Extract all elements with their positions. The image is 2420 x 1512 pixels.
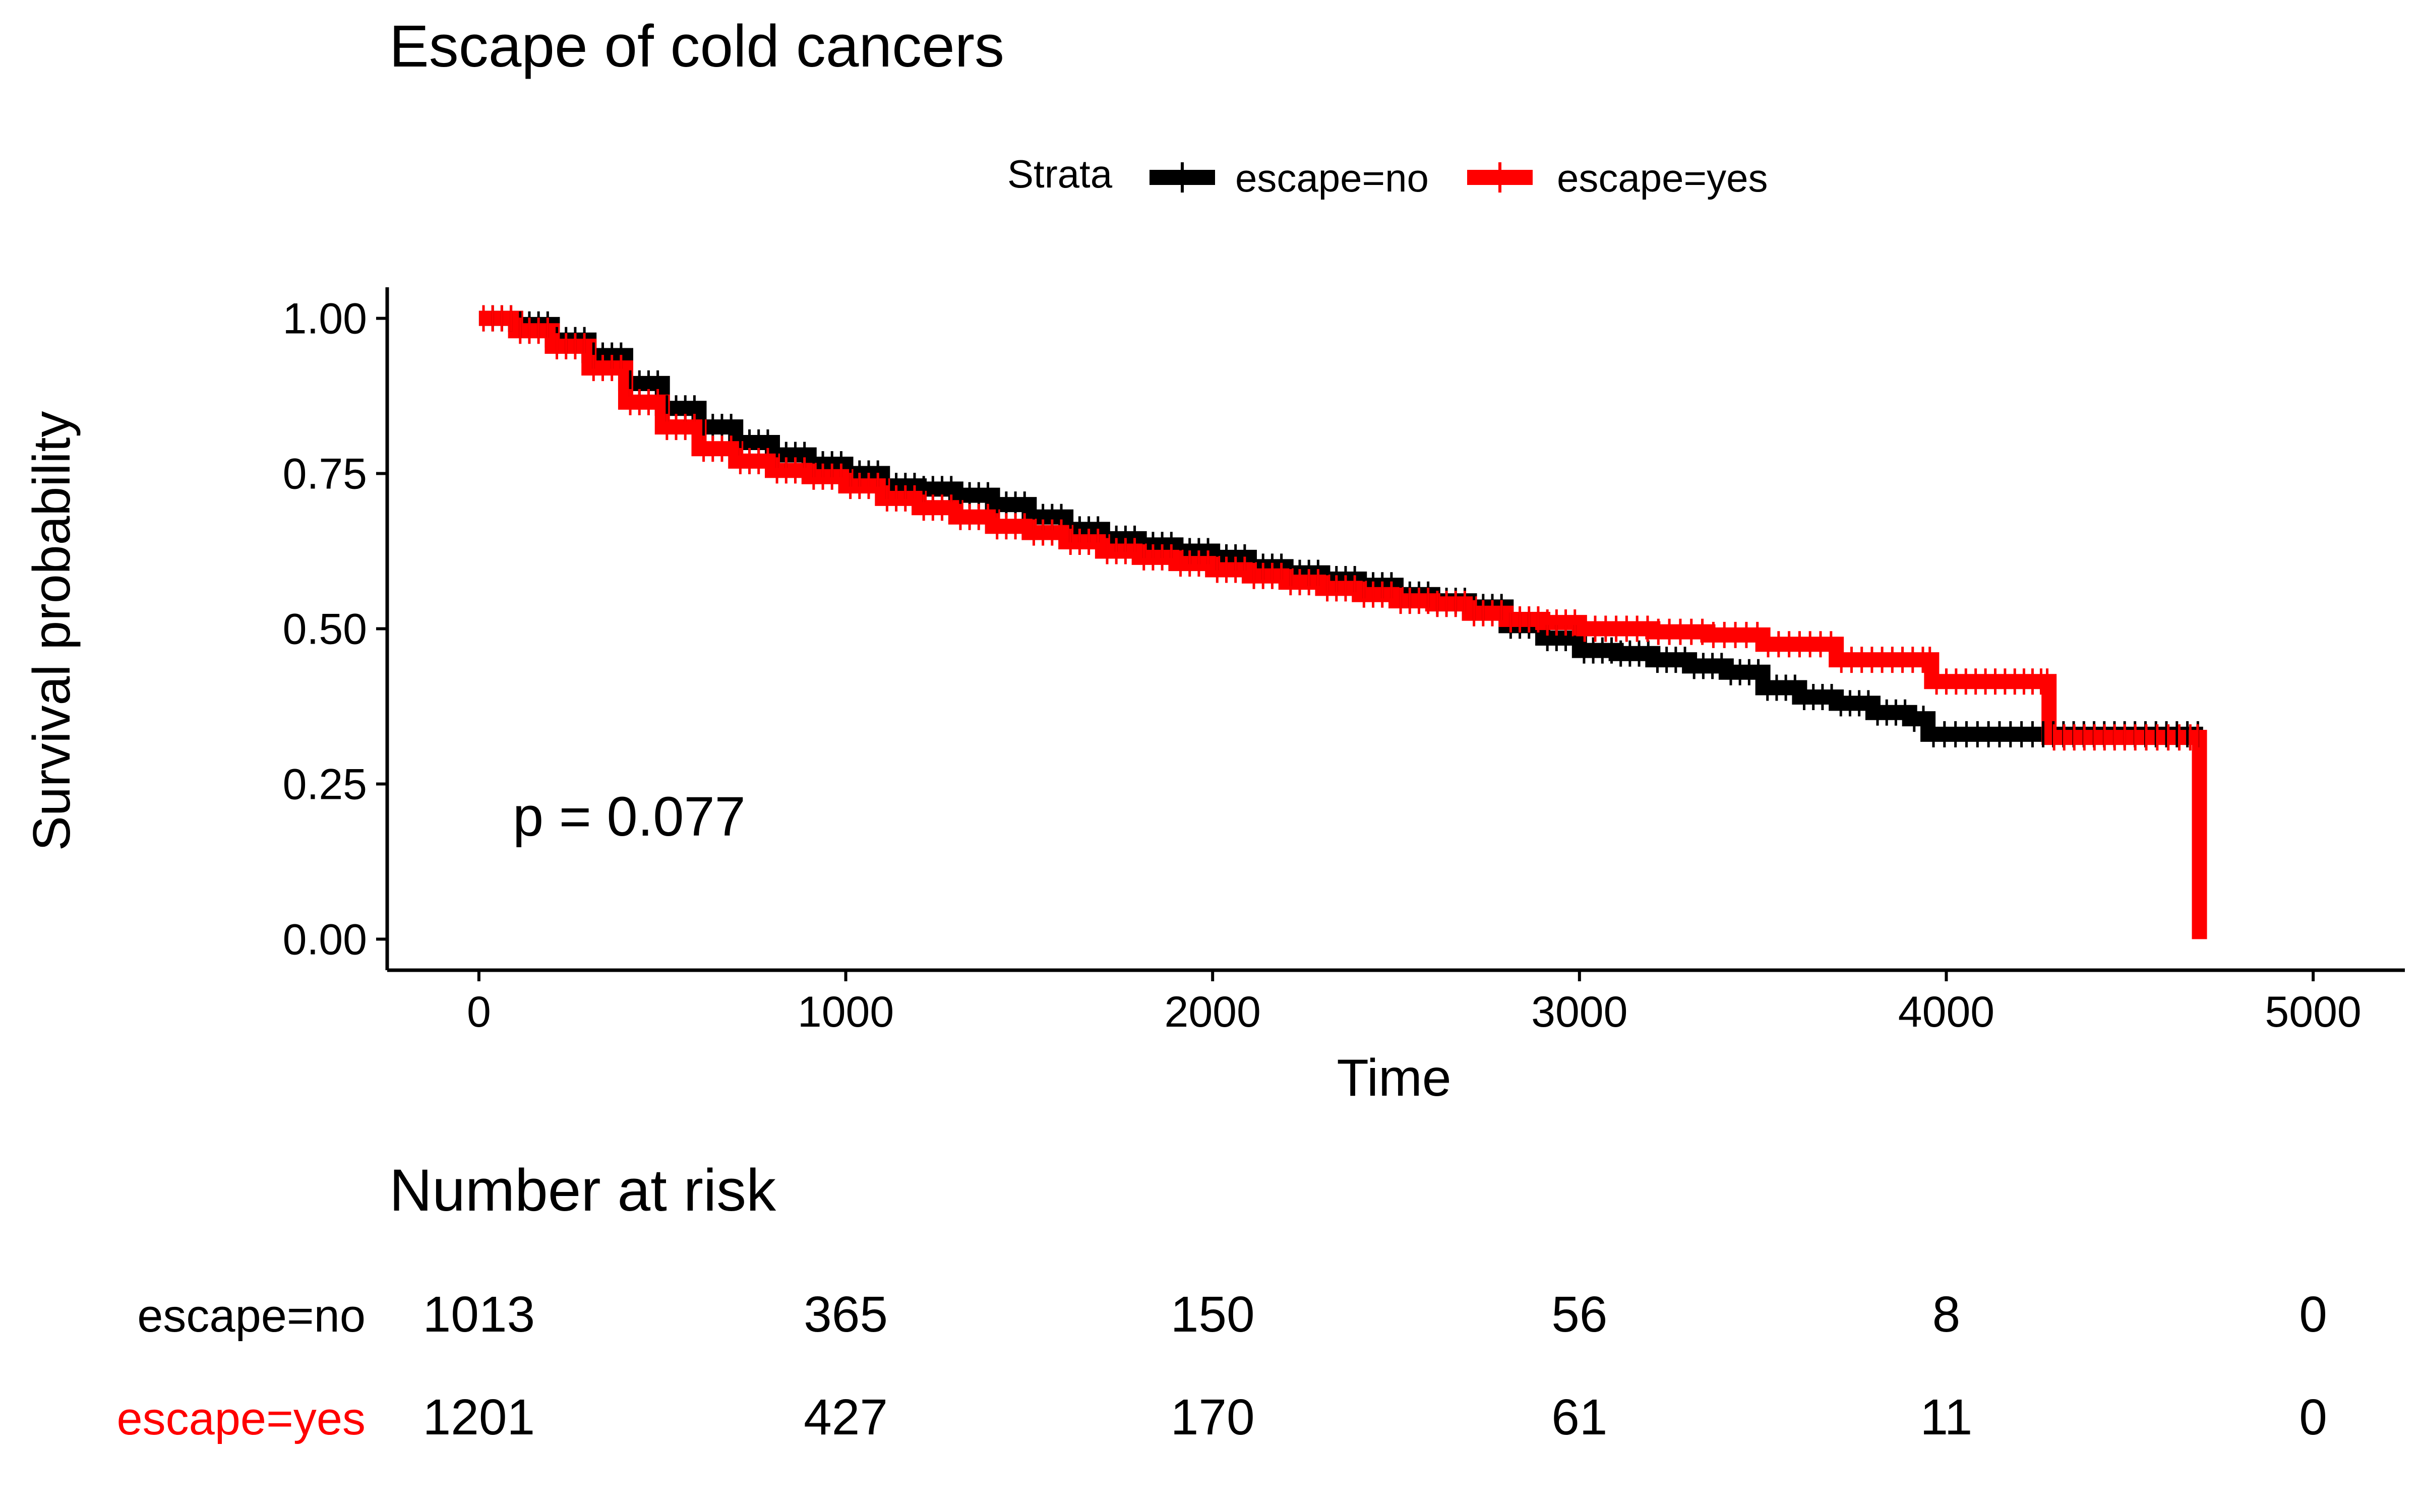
- legend-title: Strata: [1007, 152, 1113, 196]
- censor-marks: [482, 305, 2199, 751]
- x-tick-label: 1000: [798, 988, 894, 1036]
- risk-value: 365: [804, 1286, 888, 1343]
- survival-curve-yes: [478, 310, 2207, 939]
- y-tick-label: 1.00: [283, 295, 367, 343]
- legend-items: escape=no escape=yes: [1150, 156, 1768, 200]
- risk-value: 150: [1171, 1286, 1255, 1343]
- x-tick-label: 3000: [1531, 988, 1627, 1036]
- risk-value: 170: [1171, 1389, 1255, 1445]
- risk-value: 1013: [423, 1286, 535, 1343]
- risk-value: 61: [1551, 1389, 1607, 1445]
- p-value-annotation: p = 0.077: [513, 786, 746, 848]
- legend-label-no: escape=no: [1235, 156, 1429, 200]
- risk-value: 8: [1932, 1286, 1961, 1343]
- y-tick-label: 0.75: [283, 450, 367, 498]
- risk-value: 11: [1920, 1389, 1973, 1445]
- legend: Strata escape=no escape=yes: [1007, 152, 1768, 200]
- risk-table-title: Number at risk: [389, 1157, 776, 1224]
- x-axis-label: Time: [1337, 1049, 1451, 1107]
- x-tick-label: 5000: [2265, 988, 2361, 1036]
- y-tick-label: 0.50: [283, 605, 367, 654]
- x-tick-label: 0: [467, 988, 491, 1036]
- legend-label-yes: escape=yes: [1557, 156, 1768, 200]
- chart-title: Escape of cold cancers: [389, 13, 1004, 80]
- y-tick-label: 0.00: [283, 915, 367, 964]
- risk-row-label-yes: escape=yes: [116, 1393, 366, 1444]
- y-axis-label: Survival probability: [23, 411, 81, 851]
- risk-value: 56: [1551, 1286, 1607, 1343]
- y-tick-label: 0.25: [283, 760, 367, 808]
- x-tick-label: 2000: [1165, 988, 1261, 1036]
- risk-value: 427: [804, 1389, 888, 1445]
- risk-row-label-no: escape=no: [137, 1290, 366, 1342]
- x-tick-label: 4000: [1898, 988, 1994, 1036]
- risk-value: 0: [2299, 1286, 2327, 1343]
- risk-value: 1201: [423, 1389, 535, 1445]
- survival-curve-no: [478, 310, 2203, 742]
- risk-value: 0: [2299, 1389, 2327, 1445]
- survival-curves: [478, 310, 2207, 939]
- risk-table: escape=no 1013 365 150 56 8 0 escape=yes 1201 427…: [116, 1286, 2327, 1445]
- axes: 0.00 0.25 0.50 0.75 1.00 0 1000 2000 3000 4000 500…: [283, 287, 2405, 1036]
